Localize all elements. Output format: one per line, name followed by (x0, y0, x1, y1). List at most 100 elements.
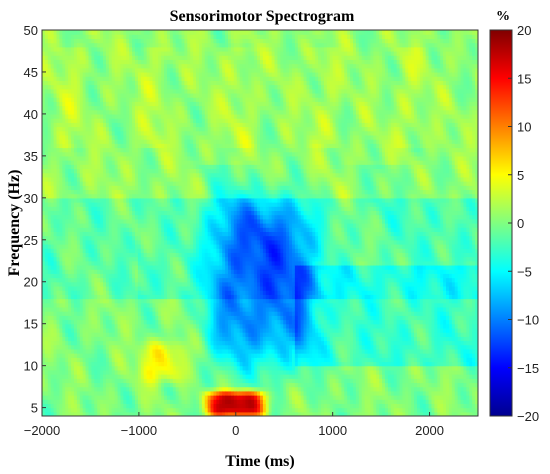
heatmap-cell (108, 118, 113, 123)
heatmap-cell (172, 50, 177, 56)
heatmap-cell (140, 327, 145, 333)
heatmap-cell (123, 63, 127, 69)
heatmap-cell (50, 172, 55, 178)
heatmap-cell (169, 214, 174, 220)
heatmap-cell (53, 395, 58, 400)
heatmap-cell (103, 302, 107, 308)
heatmap-cell (184, 172, 188, 178)
heatmap-cell (120, 411, 124, 416)
heatmap-cell (42, 353, 46, 358)
heatmap-cell (111, 76, 116, 81)
heatmap-cell (103, 80, 107, 86)
heatmap-cell (146, 374, 151, 379)
heatmap-cell (137, 185, 142, 191)
heatmap-cell (132, 323, 136, 329)
heatmap-cell (193, 105, 197, 111)
heatmap-cell (103, 361, 107, 367)
heatmap-cell (82, 160, 87, 165)
heatmap-cell (146, 176, 151, 182)
heatmap-cell (76, 227, 81, 232)
heatmap-cell (169, 218, 174, 224)
heatmap-cell (105, 134, 110, 140)
heatmap-cell (120, 63, 124, 69)
heatmap-cell (73, 164, 78, 170)
heatmap-cell (114, 113, 119, 119)
heatmap-cell (53, 285, 58, 291)
heatmap-cell (164, 319, 168, 325)
heatmap-cell (166, 202, 171, 207)
heatmap-cell (50, 210, 55, 216)
heatmap-cell (103, 403, 107, 409)
heatmap-cell (181, 243, 186, 249)
heatmap-cell (135, 290, 139, 295)
heatmap-cell (198, 378, 203, 384)
heatmap-cell (111, 63, 116, 69)
heatmap-cell (76, 298, 81, 304)
heatmap-cell (91, 252, 95, 258)
heatmap-cell (50, 369, 55, 375)
heatmap-cell (135, 126, 139, 132)
heatmap-cell (178, 327, 183, 333)
heatmap-cell (129, 109, 133, 115)
heatmap-cell (137, 231, 142, 237)
heatmap-cell (79, 340, 84, 346)
heatmap-cell (137, 340, 142, 346)
heatmap-cell (172, 164, 177, 170)
heatmap-cell (184, 76, 188, 81)
heatmap-cell (62, 88, 66, 94)
heatmap-cell (129, 390, 133, 396)
heatmap-cell (196, 340, 200, 346)
heatmap-cell (42, 269, 46, 274)
heatmap-cell (143, 147, 148, 153)
heatmap-cell (178, 269, 183, 274)
heatmap-cell (100, 239, 104, 245)
heatmap-cell (137, 277, 142, 283)
heatmap-cell (85, 344, 90, 350)
heatmap-cell (198, 348, 203, 354)
heatmap-cell (85, 223, 90, 228)
heatmap-cell (137, 218, 142, 224)
heatmap-cell (140, 189, 145, 195)
heatmap-cell (184, 239, 188, 245)
heatmap-cell (169, 260, 174, 266)
heatmap-cell (50, 164, 55, 170)
heatmap-cell (62, 30, 66, 35)
heatmap-cell (146, 113, 151, 119)
heatmap-cell (108, 256, 113, 262)
heatmap-cell (120, 239, 124, 245)
heatmap-cell (158, 134, 162, 140)
heatmap-cell (193, 147, 197, 153)
heatmap-cell (120, 281, 124, 287)
heatmap-cell (158, 80, 162, 86)
heatmap-cell (73, 63, 78, 69)
heatmap-cell (88, 319, 93, 325)
heatmap-cell (135, 193, 139, 199)
heatmap-cell (164, 302, 168, 308)
heatmap-cell (82, 223, 87, 228)
heatmap-cell (123, 361, 127, 367)
heatmap-cell (100, 130, 104, 136)
heatmap-cell (196, 323, 200, 329)
heatmap-cell (126, 202, 130, 207)
heatmap-cell (111, 323, 116, 329)
heatmap-cell (152, 390, 156, 396)
heatmap-cell (193, 84, 197, 90)
heatmap-cell (47, 311, 52, 316)
heatmap-cell (158, 92, 162, 98)
heatmap-cell (79, 160, 84, 165)
heatmap-cell (126, 122, 130, 128)
heatmap-cell (71, 92, 75, 98)
heatmap-cell (79, 189, 84, 195)
heatmap-cell (88, 122, 93, 128)
heatmap-cell (103, 34, 107, 39)
heatmap-cell (94, 353, 98, 358)
heatmap-cell (143, 411, 148, 416)
heatmap-cell (42, 172, 46, 178)
heatmap-cell (178, 197, 183, 203)
heatmap-cell (120, 210, 124, 216)
heatmap-cell (193, 122, 197, 128)
heatmap-cell (71, 390, 75, 396)
heatmap-cell (65, 235, 69, 241)
heatmap-cell (68, 38, 72, 44)
heatmap-cell (158, 218, 162, 224)
